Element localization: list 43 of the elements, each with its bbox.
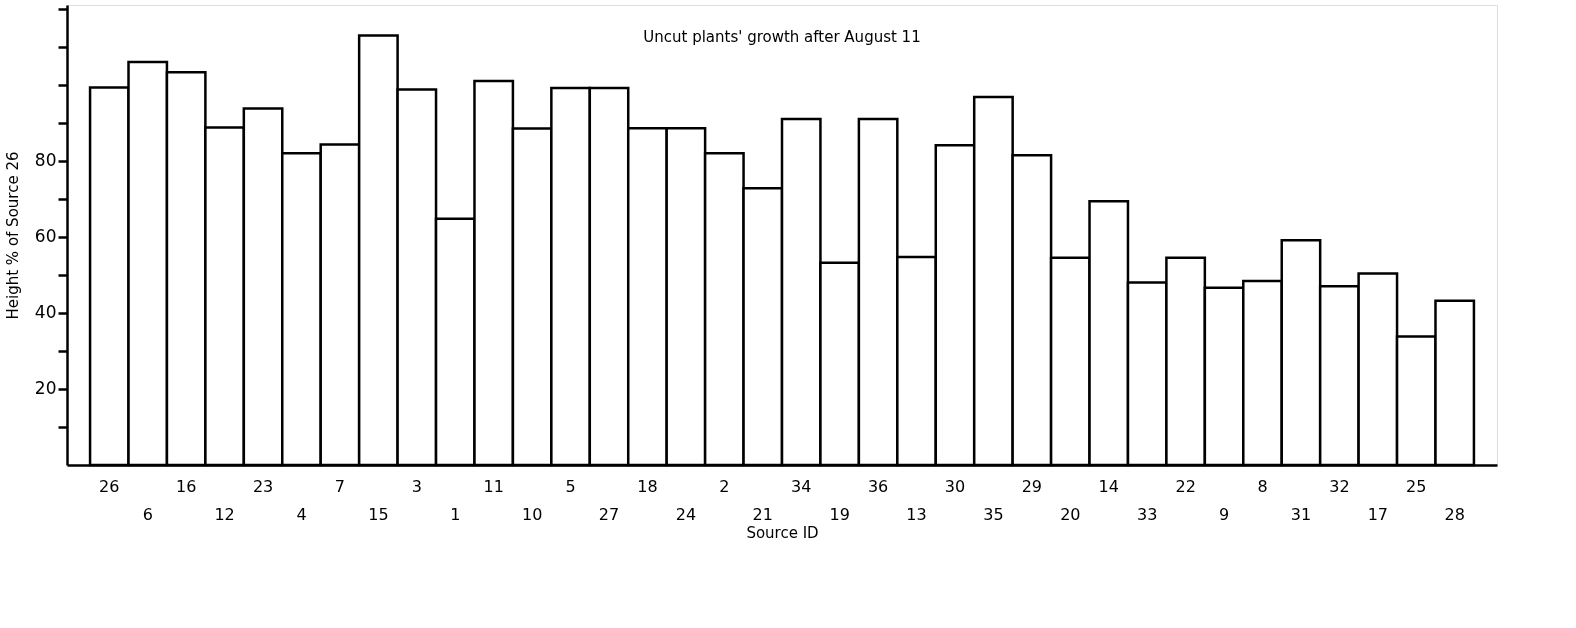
- x-tick-label: 21: [752, 505, 773, 524]
- x-tick-label: 30: [944, 477, 966, 496]
- x-axis-title: Source ID: [746, 523, 819, 542]
- y-tick-label: 40: [34, 302, 57, 323]
- x-tick-label: 19: [829, 505, 850, 524]
- x-tick-label: 3: [411, 477, 422, 496]
- x-tick-label: 18: [637, 477, 658, 496]
- x-tick-label: 23: [252, 477, 274, 496]
- x-tick-label: 25: [1406, 477, 1427, 496]
- x-tick-label: 13: [906, 505, 927, 524]
- x-tick-label: 11: [483, 477, 504, 496]
- x-tick-label: 35: [983, 505, 1004, 524]
- x-tick-label: 34: [791, 477, 812, 496]
- x-tick-label: 24: [675, 505, 697, 524]
- text: Uncut plants' growth after August 11: [643, 28, 921, 46]
- x-tick-label: 6: [142, 505, 153, 524]
- x-tick-label: 29: [1021, 477, 1043, 496]
- x-tick-label: 15: [368, 505, 389, 524]
- x-tick-label: 4: [296, 505, 307, 524]
- x-tick-label: 36: [867, 477, 889, 496]
- x-tick-label: 33: [1137, 505, 1158, 524]
- x-tick-label: 9: [1218, 505, 1230, 524]
- x-tick-label: 31: [1290, 505, 1312, 524]
- x-tick-label: 8: [1257, 477, 1268, 496]
- x-tick-label: 28: [1444, 505, 1465, 524]
- x-tick-label: 12: [214, 505, 235, 524]
- x-tick-label: 1: [450, 505, 461, 524]
- x-tick-label: 17: [1367, 505, 1389, 524]
- y-axis-title: Height % of Source 26: [3, 151, 22, 320]
- y-tick-label: 60: [34, 226, 57, 247]
- x-tick-label: 5: [565, 477, 576, 496]
- x-tick-label: 2: [719, 477, 730, 496]
- x-tick-label: 26: [99, 477, 120, 496]
- x-tick-label: 10: [521, 505, 543, 524]
- y-tick-label: 20: [34, 378, 57, 399]
- x-tick-label: 20: [1060, 505, 1081, 524]
- x-tick-label: 14: [1098, 477, 1119, 496]
- x-tick-label: 7: [334, 477, 346, 496]
- x-tick-label: 16: [175, 477, 197, 496]
- x-tick-label: 32: [1329, 477, 1350, 496]
- x-tick-label: 27: [598, 505, 620, 524]
- y-tick-label: 80: [34, 150, 57, 171]
- x-tick-label: 22: [1175, 477, 1196, 496]
